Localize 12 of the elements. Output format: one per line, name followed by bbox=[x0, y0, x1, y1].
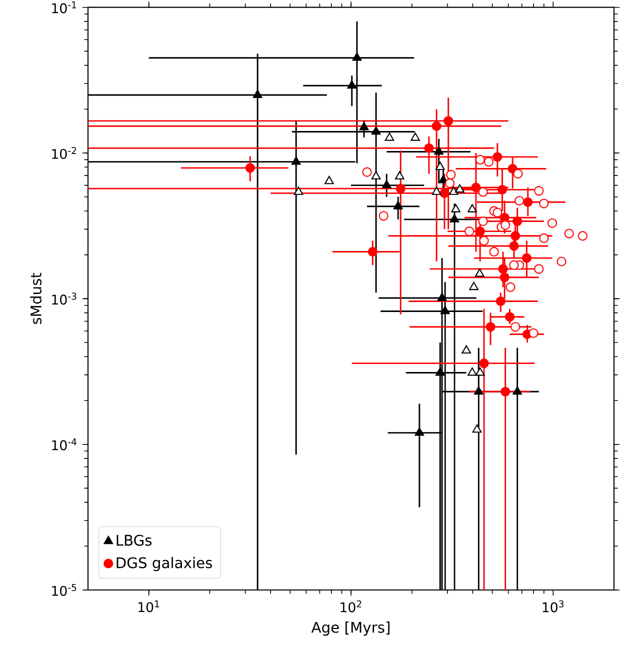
y-tick-label: 10$^{-2}$ bbox=[52, 147, 76, 159]
x-tick-label: 10$^{1}$ bbox=[138, 600, 160, 612]
x-tick-label: 10$^{2}$ bbox=[340, 600, 362, 612]
x-axis-title: Age [Myrs] bbox=[311, 622, 390, 636]
y-tick-label: 10$^{-1}$ bbox=[52, 1, 76, 14]
y-tick-label: 10$^{-4}$ bbox=[52, 438, 76, 450]
y-axis-title: sMdust bbox=[30, 272, 42, 324]
x-tick-label: 10$^{3}$ bbox=[542, 600, 564, 612]
y-tick-label: 10$^{-3}$ bbox=[52, 292, 76, 305]
y-tick-label: 10$^{-5}$ bbox=[52, 584, 76, 596]
legend-label: LBGs bbox=[116, 534, 152, 546]
legend-label: DGS galaxies bbox=[116, 556, 212, 572]
